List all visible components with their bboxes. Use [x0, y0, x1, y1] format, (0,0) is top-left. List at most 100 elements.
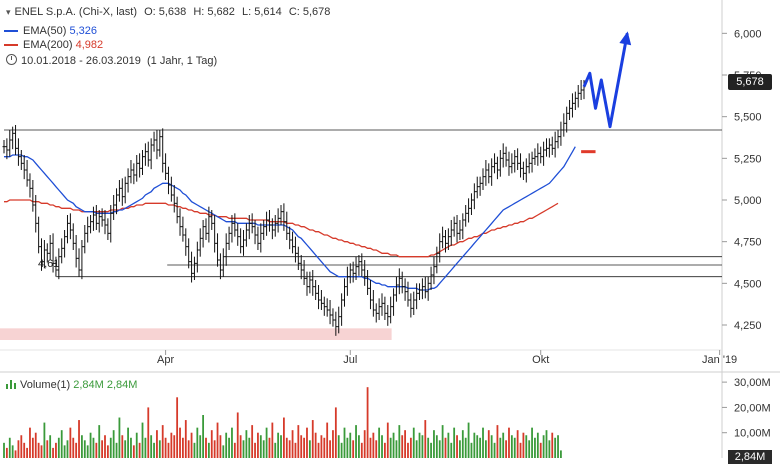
volume-bar	[409, 437, 412, 458]
volume-bar	[490, 435, 493, 458]
volume-bar	[513, 437, 516, 458]
volume-legend[interactable]: Volume(1) 2,84M 2,84M	[6, 379, 137, 391]
volume-bar	[72, 437, 75, 458]
volume-bar	[248, 437, 251, 458]
chevron-down-icon[interactable]: ▾	[6, 7, 11, 17]
volume-bar	[519, 442, 522, 458]
volume-bar	[11, 445, 14, 458]
ema50-layer	[4, 146, 576, 291]
volume-bar	[213, 440, 216, 458]
volume-bar	[510, 435, 513, 458]
period-interval: (1 Jahr, 1 Tag)	[147, 55, 218, 67]
ema50-legend[interactable]: EMA(50) 5,326	[4, 24, 97, 38]
volume-bar	[92, 437, 95, 458]
volume-bar	[381, 435, 383, 458]
price-tick-label: 6,000	[734, 28, 762, 40]
volume-bar	[268, 437, 271, 458]
close-value: C: 5,678	[288, 6, 331, 18]
volume-bar	[554, 437, 557, 458]
volume-bar	[156, 430, 158, 458]
volume-bar	[222, 445, 225, 458]
volume-bar	[369, 437, 372, 458]
volume-bar	[262, 440, 265, 458]
zone-layer	[0, 328, 392, 340]
ema200-swatch	[4, 44, 18, 47]
volume-bar	[95, 442, 98, 458]
volume-bar	[164, 437, 167, 458]
volume-bar	[83, 440, 86, 458]
volume-bar	[444, 437, 447, 458]
volume-bar	[464, 437, 467, 458]
volume-bar	[124, 440, 127, 458]
volume-bar	[81, 435, 83, 458]
volume-bar	[291, 430, 294, 458]
volume-bar	[415, 440, 418, 458]
volume-bar	[551, 432, 554, 458]
volume-bar	[352, 440, 355, 458]
volume-bar	[283, 417, 285, 458]
volume-bar	[259, 435, 262, 458]
volume-bar	[40, 445, 43, 458]
volume-bar	[5, 447, 8, 458]
volume-bar	[378, 427, 381, 458]
axis-layer: 4,2504,5004,7505,0005,2505,5005,7506,000…	[157, 28, 771, 439]
volume-bar	[210, 430, 213, 458]
price-tick-label: 5,000	[734, 195, 762, 207]
volume-bar	[407, 442, 409, 458]
volume-bar	[115, 442, 118, 458]
volume-bar	[190, 432, 193, 458]
volume-bar	[320, 435, 323, 458]
volume-bar	[531, 427, 533, 458]
bar-chart-icon	[6, 379, 16, 389]
volume-bar	[17, 440, 20, 458]
volume-bar	[236, 412, 239, 458]
volume-label: Volume(1)	[20, 379, 71, 391]
volume-bar	[161, 425, 164, 458]
volume-bar	[8, 437, 11, 458]
volume-bar	[193, 442, 196, 458]
volume-bar	[170, 432, 173, 458]
volume-bar	[375, 440, 378, 458]
volume-bar	[109, 437, 112, 458]
volume-bar	[326, 422, 329, 458]
volume-bar	[479, 437, 482, 458]
volume-bar	[135, 432, 138, 458]
volume-bar	[34, 432, 37, 458]
volume-bar	[360, 442, 363, 458]
volume-bar	[349, 432, 352, 458]
volume-bar	[60, 430, 63, 458]
volume-bar	[187, 440, 190, 458]
volume-bar	[317, 442, 320, 458]
volume-last-badge: 2,84M	[728, 450, 772, 464]
volume-bar	[75, 442, 78, 458]
price-tick-label: 5,250	[734, 153, 762, 165]
volume-bar	[20, 435, 23, 458]
volume-bar	[398, 425, 401, 458]
volume-bar	[306, 427, 308, 458]
volume-bar	[78, 420, 80, 458]
period-info: 10.01.2018 - 26.03.2019 (1 Jahr, 1 Tag)	[6, 54, 217, 67]
ema200-legend[interactable]: EMA(200) 4,982	[4, 38, 103, 52]
volume-value-1: 2,84M	[73, 379, 104, 391]
volume-bar	[545, 430, 548, 458]
volume-bar	[447, 432, 450, 458]
volume-bar	[418, 432, 421, 458]
volume-bar	[46, 440, 49, 458]
volume-bar	[196, 427, 199, 458]
ema200-value: 4,982	[75, 39, 104, 51]
volume-bar	[285, 437, 288, 458]
volume-bar	[453, 427, 456, 458]
volume-bar	[450, 442, 453, 458]
volume-bar	[355, 425, 357, 458]
volume-bar	[505, 440, 507, 458]
volume-bar	[560, 450, 562, 458]
volume-bar	[493, 442, 496, 458]
volume-bar	[150, 435, 153, 458]
level-lines	[4, 129, 722, 278]
volume-bar	[104, 435, 106, 458]
volume-bar	[332, 430, 334, 458]
volume-bar	[314, 432, 317, 458]
price-tick-label: 5,500	[734, 112, 762, 124]
volume-bar	[499, 437, 502, 458]
